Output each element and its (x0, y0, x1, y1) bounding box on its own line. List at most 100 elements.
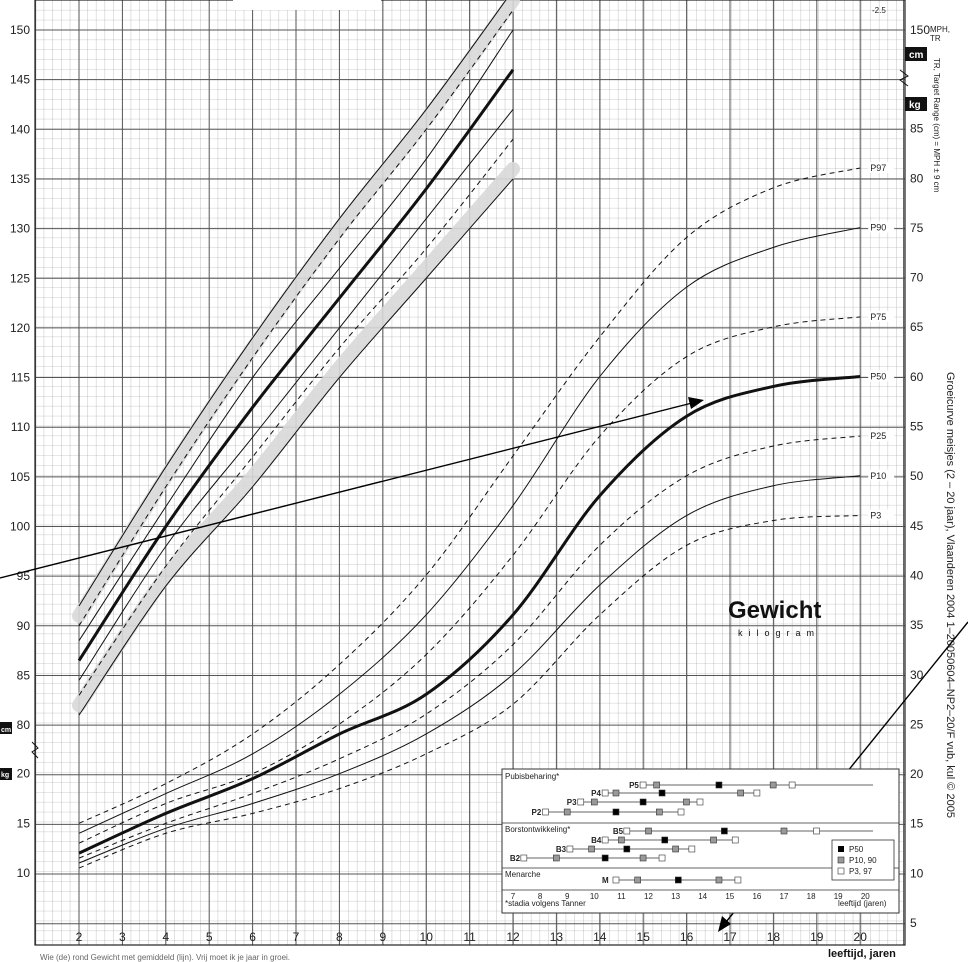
stage-marker (566, 845, 574, 853)
inset-tick-label: 19 (834, 892, 843, 901)
weight-tick-label-right: 75 (910, 221, 924, 235)
band-0 (72, 0, 520, 623)
percentile-label-P50: P50 (870, 372, 886, 382)
tr-label: TR (930, 34, 941, 43)
right-weight-axis: 5 10 15 20 25 30 35 40 45 50 55 60 65 70 75 80 85 150 (899, 23, 930, 930)
inset-x-ticks: 7 8 9 10 11 12 13 14 15 16 17 18 19 20 (511, 892, 871, 901)
stage-marker (769, 781, 777, 789)
top-range-value: -2.5 (872, 6, 886, 15)
x-tick-label: 8 (336, 930, 343, 944)
stage-marker (612, 789, 620, 797)
weight-tick-label-left: 15 (17, 816, 31, 830)
stage-marker (612, 808, 620, 816)
stage-label: P3 (567, 798, 577, 807)
x-tick-label: 16 (680, 930, 694, 944)
stage-marker (645, 827, 652, 835)
x-tick-label: 10 (420, 930, 434, 944)
x-tick-label: 17 (723, 930, 737, 944)
bottom-caption: Wie (de) rond Gewicht met gemiddeld (lij… (40, 953, 290, 962)
stage-marker (590, 798, 598, 806)
height-tick-label: 115 (11, 371, 30, 385)
x-tick-label: 19 (810, 930, 824, 944)
height-tick-label: 125 (10, 271, 30, 285)
stage-marker (672, 845, 679, 853)
stage-marker (715, 781, 723, 789)
stage-marker (715, 876, 723, 884)
weight-tick-label-right: 85 (910, 122, 924, 136)
inset-tick-label: 7 (511, 892, 516, 901)
x-tick-label: 11 (463, 930, 476, 944)
stage-marker (563, 808, 571, 816)
inset-row-pubic: Pubisbeharing* (505, 772, 559, 781)
stage-marker (661, 836, 669, 844)
weight-tick-label-right: 30 (910, 668, 924, 682)
side-caption: Groeicurve meisjes (2 – 20 jaar), Vlaand… (944, 372, 956, 818)
stage-marker (639, 781, 647, 789)
height-tick-label: 90 (17, 619, 31, 633)
percentile-label-P90: P90 (870, 223, 886, 233)
weight-tick-label-right: 60 (910, 370, 924, 384)
weight-tick-label-right: 20 (910, 767, 924, 781)
legend-p3-97: P3, 97 (849, 867, 873, 876)
x-tick-label: 18 (767, 930, 781, 944)
percentile-label-P3: P3 (870, 511, 881, 521)
stage-marker (731, 836, 739, 844)
x-tick-label: 5 (206, 930, 213, 944)
weight-curve-P90 (78, 227, 861, 834)
stage-marker (658, 854, 666, 862)
top-blank-area (233, 0, 381, 10)
x-tick-label: 14 (593, 930, 607, 944)
legend-p50: P50 (849, 845, 864, 854)
plabel-bg (868, 310, 895, 322)
inset-stage-bars: P5 P4 P3 P2 B5 B4 B3 B2 M (510, 781, 873, 885)
stage-label: B4 (591, 836, 602, 845)
plabel-bg (868, 430, 895, 442)
height-curve-3 (77, 68, 515, 662)
weight-tick-label-left: 20 (17, 767, 31, 781)
stage-marker (612, 876, 620, 884)
height-curve-1 (78, 9, 514, 627)
stage-marker (601, 854, 609, 862)
inset-tick-label: 20 (861, 892, 870, 901)
plabel-bg (868, 469, 895, 481)
stage-marker (675, 876, 682, 884)
stage-marker (653, 781, 660, 789)
kg-unit-box-left: kg (0, 768, 12, 780)
plabel-bg (868, 221, 895, 233)
plot-frame (34, 0, 906, 946)
weight-tick-label-right: 50 (910, 469, 924, 483)
weight-tick-label-right: 45 (910, 519, 924, 533)
inset-tick-label: 11 (617, 892, 626, 901)
stage-marker (788, 781, 796, 789)
x-tick-label: 4 (162, 930, 169, 944)
x-tick-label: 13 (550, 930, 564, 944)
stage-marker (688, 845, 696, 853)
stage-marker (677, 808, 685, 816)
weight-tick-label-right: 15 (910, 817, 924, 831)
stage-marker (623, 845, 631, 853)
inset-tick-label: 8 (538, 892, 543, 901)
inset-axis-title: leeftijd (jaren) (838, 899, 887, 908)
legend-p10-90: P10, 90 (849, 856, 877, 865)
stage-marker (588, 845, 595, 853)
height-tick-label: 100 (10, 520, 30, 534)
inset-tick-label: 16 (752, 892, 761, 901)
x-tick-label: 15 (637, 930, 651, 944)
height-tick-label: 85 (17, 668, 31, 682)
height-tick-label: 120 (10, 321, 30, 335)
chart-title: Gewicht (728, 597, 821, 624)
inset-tick-label: 13 (671, 892, 680, 901)
weight-curve-P50 (78, 375, 861, 855)
height-curve-6 (78, 178, 514, 716)
cm-unit-box-right: cm (905, 47, 927, 61)
weight-curve-P3 (78, 515, 861, 869)
stage-marker (634, 876, 641, 884)
stage-marker (601, 836, 609, 844)
stage-marker (520, 854, 528, 862)
weight-curve-P10 (78, 475, 861, 864)
x-tick-label: 12 (506, 930, 520, 944)
plabel-bg (868, 161, 895, 173)
height-tick-label: 145 (10, 73, 30, 87)
height-tick-label: 80 (17, 718, 31, 732)
